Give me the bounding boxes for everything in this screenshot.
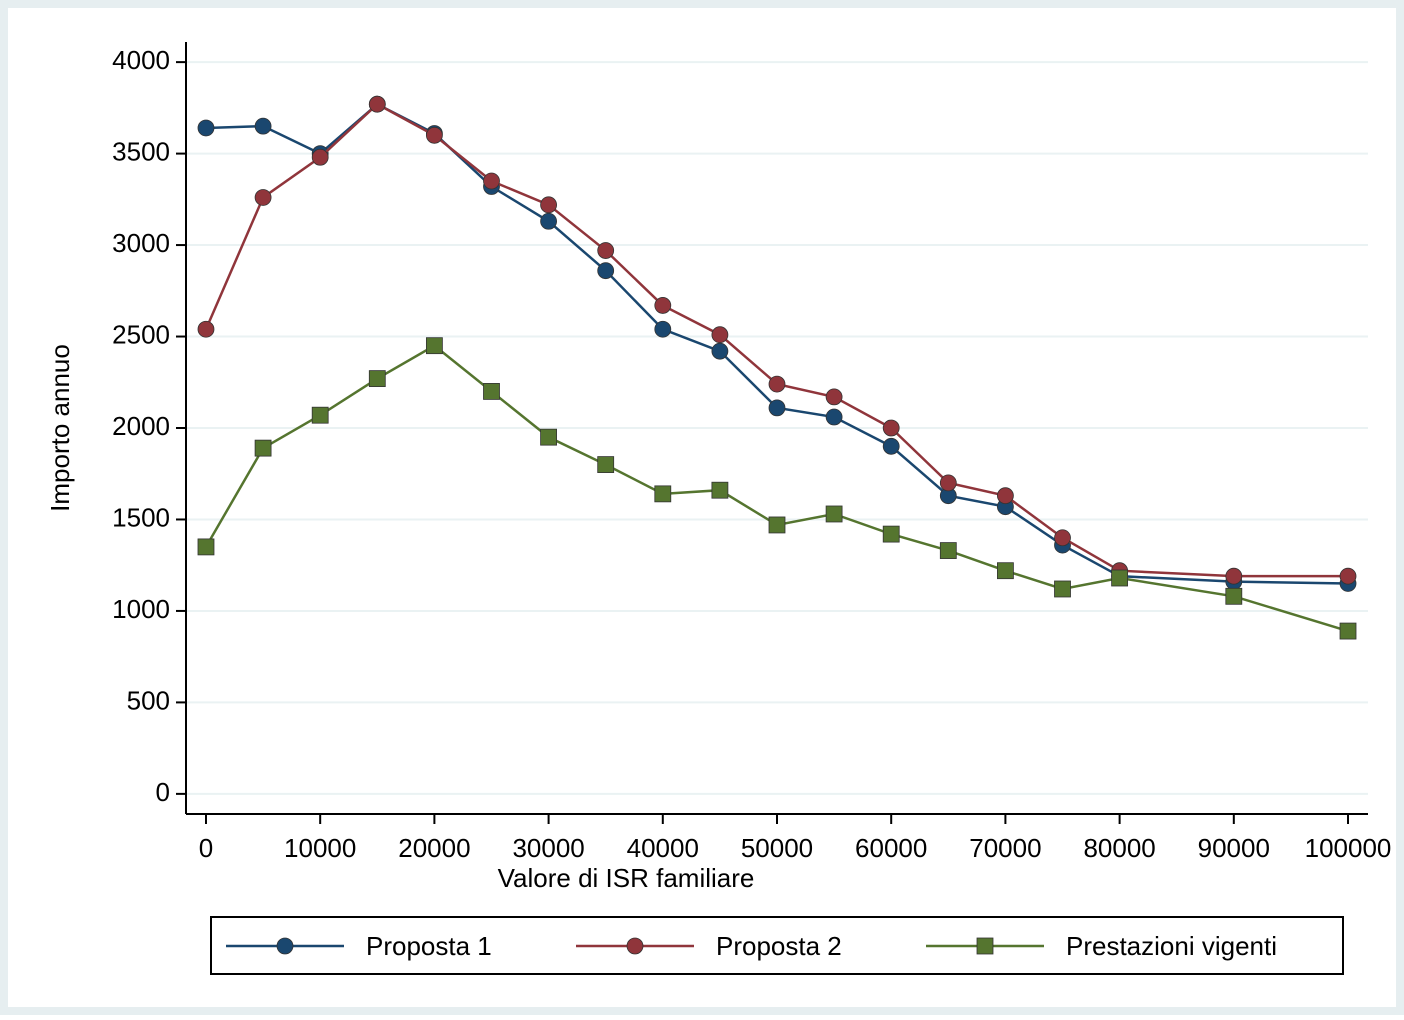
- x-tick-label: 30000: [512, 833, 584, 863]
- marker: [768, 399, 786, 417]
- marker: [997, 562, 1014, 580]
- marker: [254, 117, 272, 135]
- marker: [654, 485, 672, 503]
- marker: [711, 326, 729, 344]
- y-tick-label: 3500: [112, 136, 170, 166]
- marker: [768, 516, 786, 534]
- x-tick-label: 0: [199, 833, 213, 863]
- marker: [997, 487, 1014, 505]
- marker: [825, 408, 843, 426]
- y-tick-label: 2500: [112, 319, 170, 349]
- marker: [1339, 567, 1357, 585]
- marker: [597, 242, 615, 259]
- legend-box: [210, 916, 1344, 975]
- legend-label: Proposta 1: [366, 931, 492, 961]
- marker: [768, 375, 786, 393]
- marker: [254, 189, 272, 206]
- y-tick-label: 1000: [112, 594, 170, 624]
- marker: [197, 320, 215, 338]
- marker: [882, 525, 900, 543]
- marker: [254, 439, 272, 457]
- marker: [540, 196, 557, 214]
- marker: [597, 456, 615, 473]
- x-tick-label: 70000: [969, 833, 1041, 863]
- x-tick-label: 60000: [855, 833, 927, 863]
- x-tick-label: 20000: [398, 833, 470, 863]
- marker: [711, 342, 729, 360]
- marker: [368, 370, 386, 388]
- legend-marker: [626, 937, 644, 955]
- x-tick-label: 90000: [1198, 833, 1270, 863]
- y-tick-label: 2000: [112, 411, 170, 441]
- marker: [1339, 622, 1357, 640]
- x-tick-label: 40000: [627, 833, 699, 863]
- marker: [1225, 567, 1243, 585]
- x-tick-label: 10000: [284, 833, 356, 863]
- marker: [425, 337, 443, 355]
- y-axis-title: Importo annuo: [45, 344, 75, 512]
- marker: [197, 119, 215, 137]
- marker: [825, 505, 843, 523]
- marker: [1111, 569, 1129, 587]
- marker: [1054, 529, 1071, 547]
- marker: [939, 474, 957, 492]
- x-tick-label: 50000: [741, 833, 813, 863]
- marker: [1054, 580, 1071, 598]
- marker: [711, 481, 729, 499]
- marker: [311, 148, 329, 166]
- marker: [425, 126, 443, 144]
- y-tick-label: 500: [127, 685, 170, 715]
- marker: [882, 419, 900, 437]
- marker: [483, 172, 500, 190]
- legend-marker: [976, 937, 994, 955]
- marker: [939, 542, 957, 559]
- y-tick-label: 0: [156, 777, 170, 807]
- marker: [654, 320, 672, 338]
- marker: [1225, 587, 1243, 605]
- marker: [540, 428, 557, 446]
- legend-label: Proposta 2: [716, 931, 842, 961]
- x-axis-title: Valore di ISR familiare: [498, 863, 755, 893]
- marker: [483, 383, 500, 400]
- graph-region: [8, 8, 1396, 1007]
- marker: [540, 212, 557, 230]
- marker: [197, 538, 215, 556]
- legend-label: Prestazioni vigenti: [1066, 931, 1277, 961]
- marker: [597, 262, 615, 280]
- x-tick-label: 80000: [1083, 833, 1155, 863]
- marker: [882, 437, 900, 455]
- marker: [311, 406, 329, 424]
- y-tick-label: 4000: [112, 45, 170, 75]
- marker: [825, 388, 843, 406]
- x-tick-label: 100000: [1305, 833, 1392, 863]
- marker: [654, 297, 672, 314]
- legend-marker: [276, 937, 294, 955]
- y-tick-label: 3000: [112, 228, 170, 258]
- marker: [368, 95, 386, 113]
- y-tick-label: 1500: [112, 502, 170, 532]
